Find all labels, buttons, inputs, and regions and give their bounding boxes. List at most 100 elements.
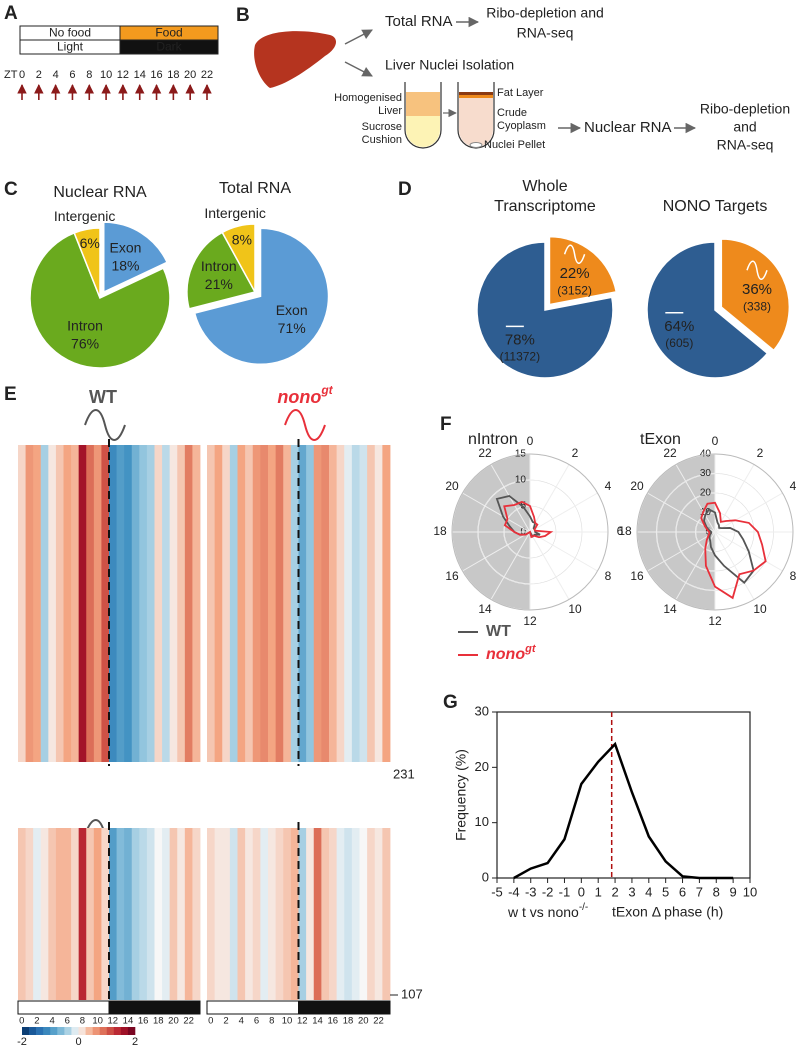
heatmap-cell [154,828,163,1000]
tube-fill [459,92,493,147]
heatmap-cell [351,828,360,1000]
colorbar-cell [78,1027,86,1035]
tube-layer [459,92,493,95]
step-label: Liver Nuclei Isolation [385,57,514,73]
pie-slice [73,227,101,299]
theta-label: 10 [753,602,767,616]
theta-label: 2 [572,446,579,460]
heatmap-cell [169,445,178,762]
tube-label: Homogenised [334,92,402,104]
tick-label: 22 [201,69,213,81]
heatmap-cell [71,828,80,1000]
plot-frame [496,711,751,879]
step-label: Ribo-depletion and [486,5,604,21]
x-tick-label: -4 [508,884,520,899]
tick-label: 16 [150,69,162,81]
colorbar-cell [120,1027,129,1035]
heatmap-cell [162,445,171,762]
x-tick-label: 1 [595,884,602,899]
x-tick-label: -2 [542,884,554,899]
polar-line [700,501,767,600]
colorbar-cell [92,1027,100,1035]
heatmap-cell [268,828,277,1000]
spoke [529,531,598,572]
colorbar-cell [36,1027,44,1035]
heatmap-cell [260,828,269,1000]
y-tick-label: 0 [482,869,489,884]
x-tick-label: 14 [123,1016,134,1027]
heatmap-cell [382,828,391,1000]
legend-label: nonogt [486,643,537,663]
colorbar-cell [113,1027,122,1035]
heatmap-cell [344,445,353,762]
pie-slice [29,231,171,369]
tick-label: 0 [19,69,25,81]
pie-slice [476,241,614,379]
heatmap-cell [25,828,34,1000]
x-axis-label: w t vs nono-/- [507,902,588,920]
row-count: 231 [393,766,415,781]
x-label-text: w t vs nono [507,904,579,920]
spoke [714,492,783,533]
heatmap-cell [101,828,110,1000]
heatmap-cell [146,828,155,1000]
x-tick-label: 22 [183,1016,194,1027]
heatmap-cell [48,828,57,1000]
heatmap-cell [283,828,292,1000]
heatmap-cell [116,445,125,762]
heatmap-cell [268,445,277,762]
heatmap-cell [290,828,299,1000]
heatmap-cell [306,828,315,1000]
step-label: RNA-seq [717,137,774,153]
dark-bar [108,1000,201,1015]
panel-label: F [440,414,452,435]
tick-label: 12 [117,69,129,81]
heatmap-cell [374,445,383,762]
heatmap-cell [48,445,57,762]
light-bar [206,1000,299,1015]
tick-label: 14 [134,69,146,81]
heatmap-cell [116,828,125,1000]
x-tick-label: -3 [525,884,537,899]
x-tick-label: 6 [65,1016,70,1027]
pie-title: Nuclear RNA [53,184,147,201]
slice-count: (605) [665,336,693,350]
polar-line [503,500,554,539]
heatmap-cell [55,445,64,762]
heatmap-cell [222,445,231,762]
slice-value: 64% [664,318,694,335]
colorbar-cell [29,1027,37,1035]
liver-icon [254,31,337,88]
heatmap-cell [139,445,148,762]
heatmap-cell [139,828,148,1000]
slice-category: Intron [201,258,237,274]
heatmap-cell [177,445,186,762]
heatmap-cell [252,828,261,1000]
heatmap-cell [154,445,163,762]
heatmap-cell [124,828,133,1000]
light-bar [17,1000,110,1015]
heatmap-cell [71,445,80,762]
schedule-label: Light [57,40,84,54]
x-tick-label: 10 [743,884,757,899]
x-tick-label: -5 [491,884,503,899]
slice-value: 6% [80,235,100,251]
heatmap-cell [245,828,254,1000]
tick-label: 18 [167,69,179,81]
heatmap-cell [321,828,330,1000]
step-label: Nuclear RNA [584,119,672,136]
theta-label: 8 [605,569,612,583]
pie-slice [186,231,257,310]
heatmap-cell [18,828,26,1000]
panel-label: B [236,5,250,26]
x-tick-label: 2 [611,884,618,899]
heatmap-cell [351,445,360,762]
legend-text: WT [486,623,511,640]
heatmap-cell [229,445,238,762]
x-tick-label: 8 [80,1016,85,1027]
theta-label: 20 [445,479,459,493]
theta-label: 0 [712,434,719,448]
slice-value: 78% [505,331,535,348]
x-tick-label: 12 [108,1016,119,1027]
heatmap-cell [336,445,345,762]
